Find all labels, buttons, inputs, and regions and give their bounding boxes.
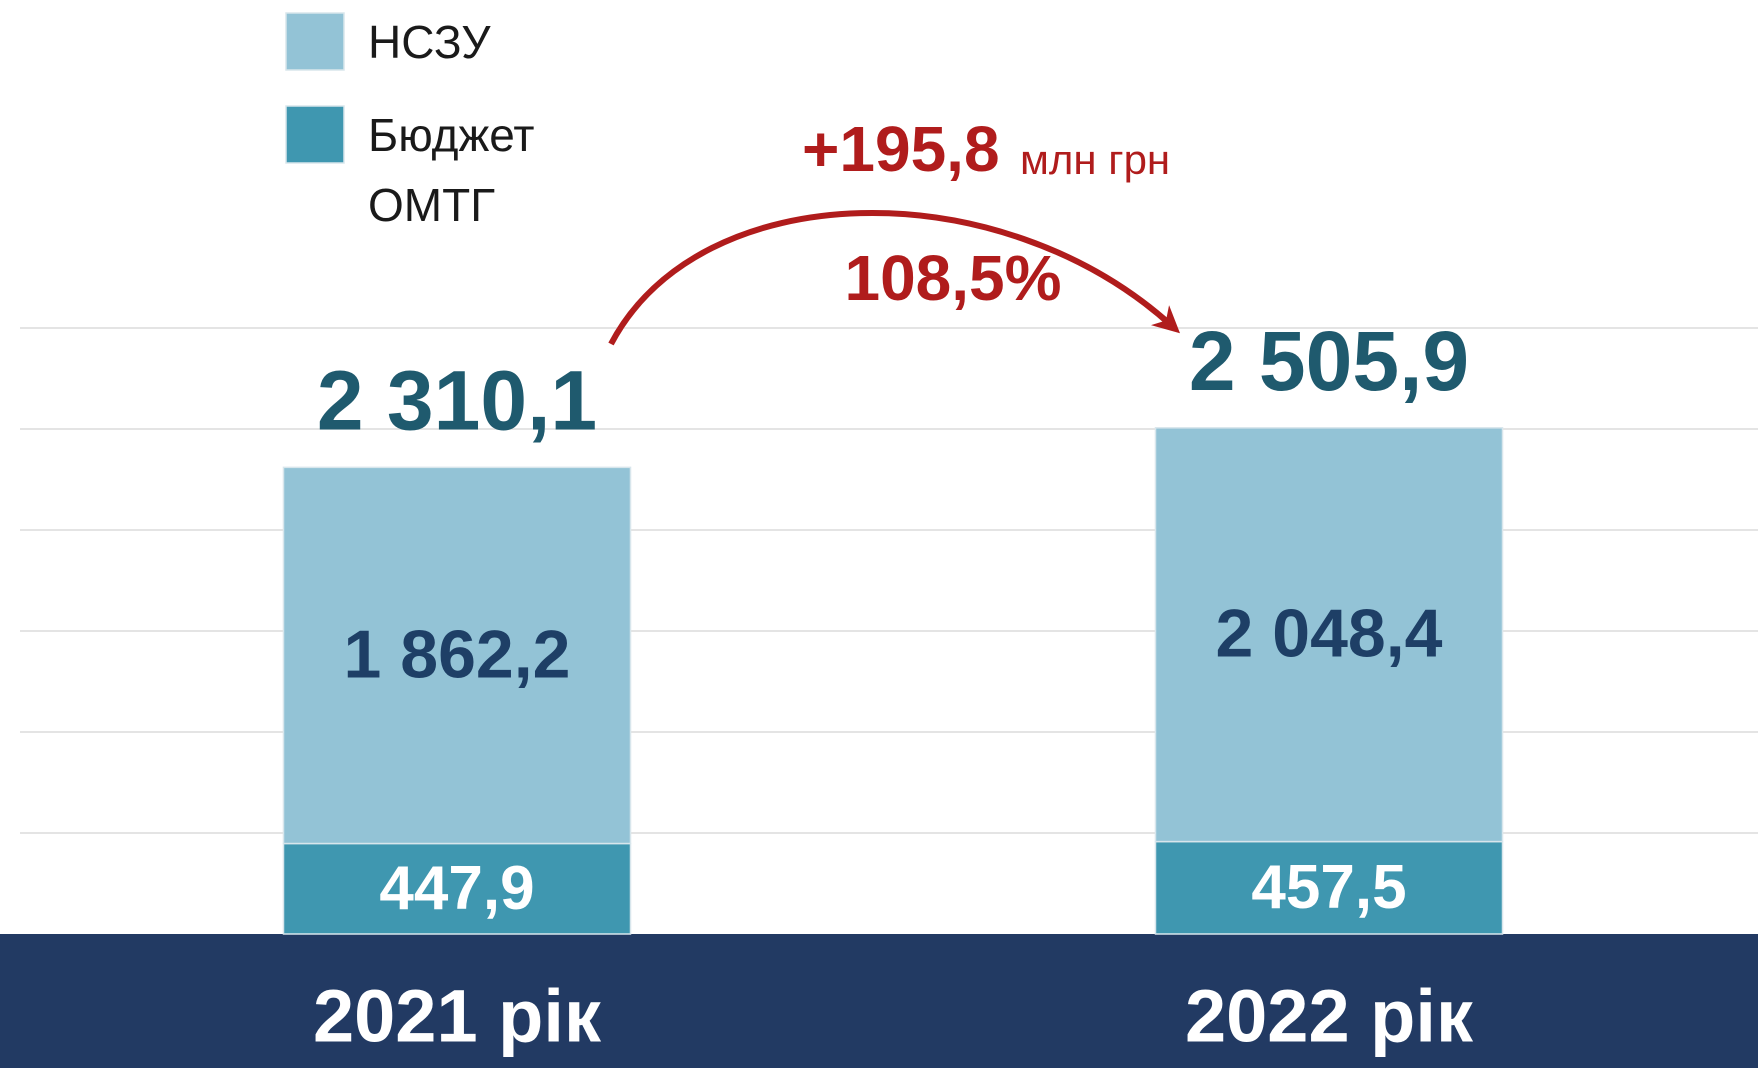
total-label: 2 505,9 bbox=[1189, 314, 1469, 408]
x-tick-label: 2021 рік bbox=[313, 975, 602, 1058]
bar-segment bbox=[1154, 840, 1504, 935]
segment-label: 447,9 bbox=[379, 854, 534, 923]
x-tick-label: 2022 рік bbox=[1185, 975, 1474, 1058]
legend-label: Бюджет ОМТГ bbox=[368, 109, 535, 231]
bar-segment bbox=[282, 842, 632, 935]
legend-swatch bbox=[285, 12, 345, 71]
legend-label: НСЗУ bbox=[368, 16, 491, 68]
bar-segment bbox=[282, 466, 632, 845]
total-label: 2 310,1 bbox=[317, 354, 597, 448]
category-band bbox=[0, 934, 1758, 1068]
change-arrow bbox=[608, 209, 1181, 346]
segment-label: 1 862,2 bbox=[344, 616, 571, 692]
change-value: +195,8 bbox=[802, 113, 1000, 185]
segment-label: 457,5 bbox=[1251, 853, 1406, 922]
change-percent: 108,5% bbox=[844, 242, 1061, 314]
bar-segment bbox=[1154, 427, 1504, 843]
legend-swatch bbox=[285, 105, 345, 164]
change-unit: млн грн bbox=[1020, 136, 1170, 183]
segment-label: 2 048,4 bbox=[1216, 596, 1443, 672]
